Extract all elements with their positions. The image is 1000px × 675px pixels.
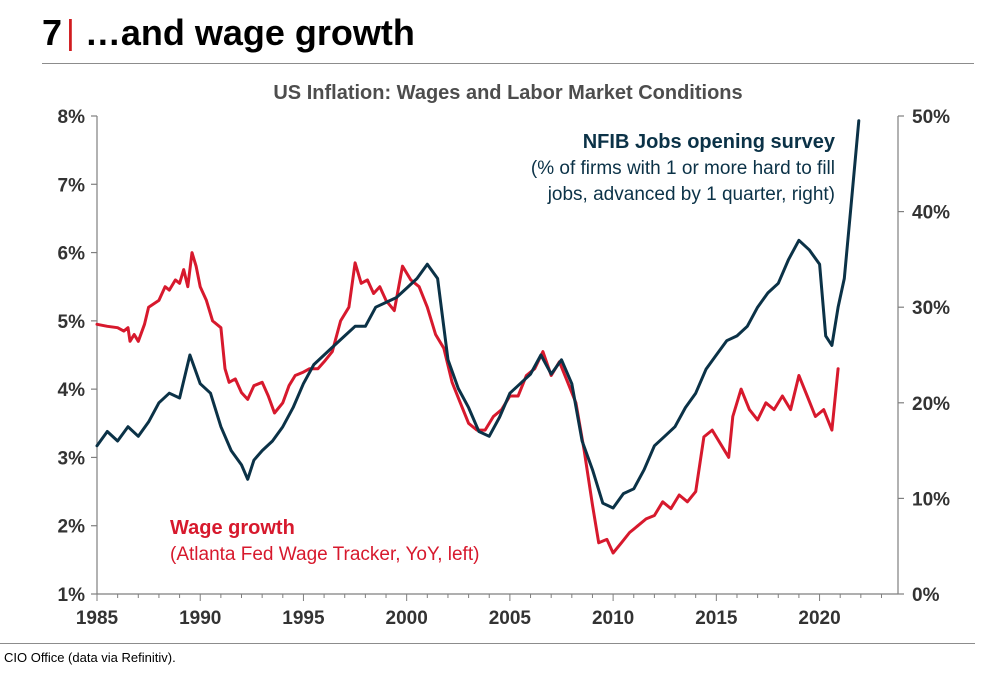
y-left-tick-label: 8% xyxy=(58,107,86,128)
wages-label-desc: (Atlanta Fed Wage Tracker, YoY, left) xyxy=(170,544,479,565)
slide-header: 7 | …and wage growth xyxy=(42,8,415,58)
y-right-tick-label: 0% xyxy=(912,585,940,606)
nfib-annotation: NFIB Jobs opening survey (% of firms wit… xyxy=(531,131,836,205)
wages-annotation: Wage growth (Atlanta Fed Wage Tracker, Y… xyxy=(170,517,479,565)
y-left-tick-label: 6% xyxy=(58,244,86,265)
y-left-tick-label: 7% xyxy=(58,175,86,196)
x-tick-label: 2020 xyxy=(798,608,840,629)
source-note: CIO Office (data via Refinitiv). xyxy=(4,650,176,665)
y-right-tick-label: 50% xyxy=(912,107,950,128)
x-tick-label: 2005 xyxy=(489,608,532,629)
slide-title: …and wage growth xyxy=(84,12,415,53)
x-tick-label: 2010 xyxy=(592,608,634,629)
footer-divider xyxy=(0,643,975,644)
y-left-tick-label: 2% xyxy=(58,517,86,538)
chart-title: US Inflation: Wages and Labor Market Con… xyxy=(273,82,742,104)
title-separator: | xyxy=(66,13,75,52)
x-tick-label: 1995 xyxy=(282,608,325,629)
y-right-tick-label: 30% xyxy=(912,298,950,319)
y-left-tick-label: 5% xyxy=(58,312,86,333)
slide-number: 7 xyxy=(42,12,63,53)
chart-canvas: US Inflation: Wages and Labor Market Con… xyxy=(58,82,951,629)
y-left-tick-label: 1% xyxy=(58,585,86,606)
wages-series-line xyxy=(95,251,840,555)
header-divider xyxy=(42,63,974,64)
nfib-label-title: NFIB Jobs opening survey xyxy=(583,131,836,153)
wages-label-title: Wage growth xyxy=(170,517,295,539)
nfib-label-desc-2: jobs, advanced by 1 quarter, right) xyxy=(547,184,835,205)
nfib-label-desc-1: (% of firms with 1 or more hard to fill xyxy=(531,158,835,179)
chart-series xyxy=(95,119,861,555)
y-right-tick-label: 40% xyxy=(912,203,950,224)
chart-axes: 1% 2% 3% 4% 5% 6% 7% 8% 0% 10% 20% 30% 40% 50% 1985 199… xyxy=(58,107,951,629)
y-right-tick-label: 20% xyxy=(912,394,950,415)
y-left-tick-label: 4% xyxy=(58,380,86,401)
x-tick-label: 1990 xyxy=(179,608,221,629)
nfib-series-line xyxy=(95,119,861,510)
x-tick-label: 1985 xyxy=(76,608,119,629)
y-right-tick-label: 10% xyxy=(912,489,950,510)
y-left-tick-label: 3% xyxy=(58,448,86,469)
x-tick-label: 2000 xyxy=(386,608,428,629)
x-tick-label: 2015 xyxy=(695,608,738,629)
